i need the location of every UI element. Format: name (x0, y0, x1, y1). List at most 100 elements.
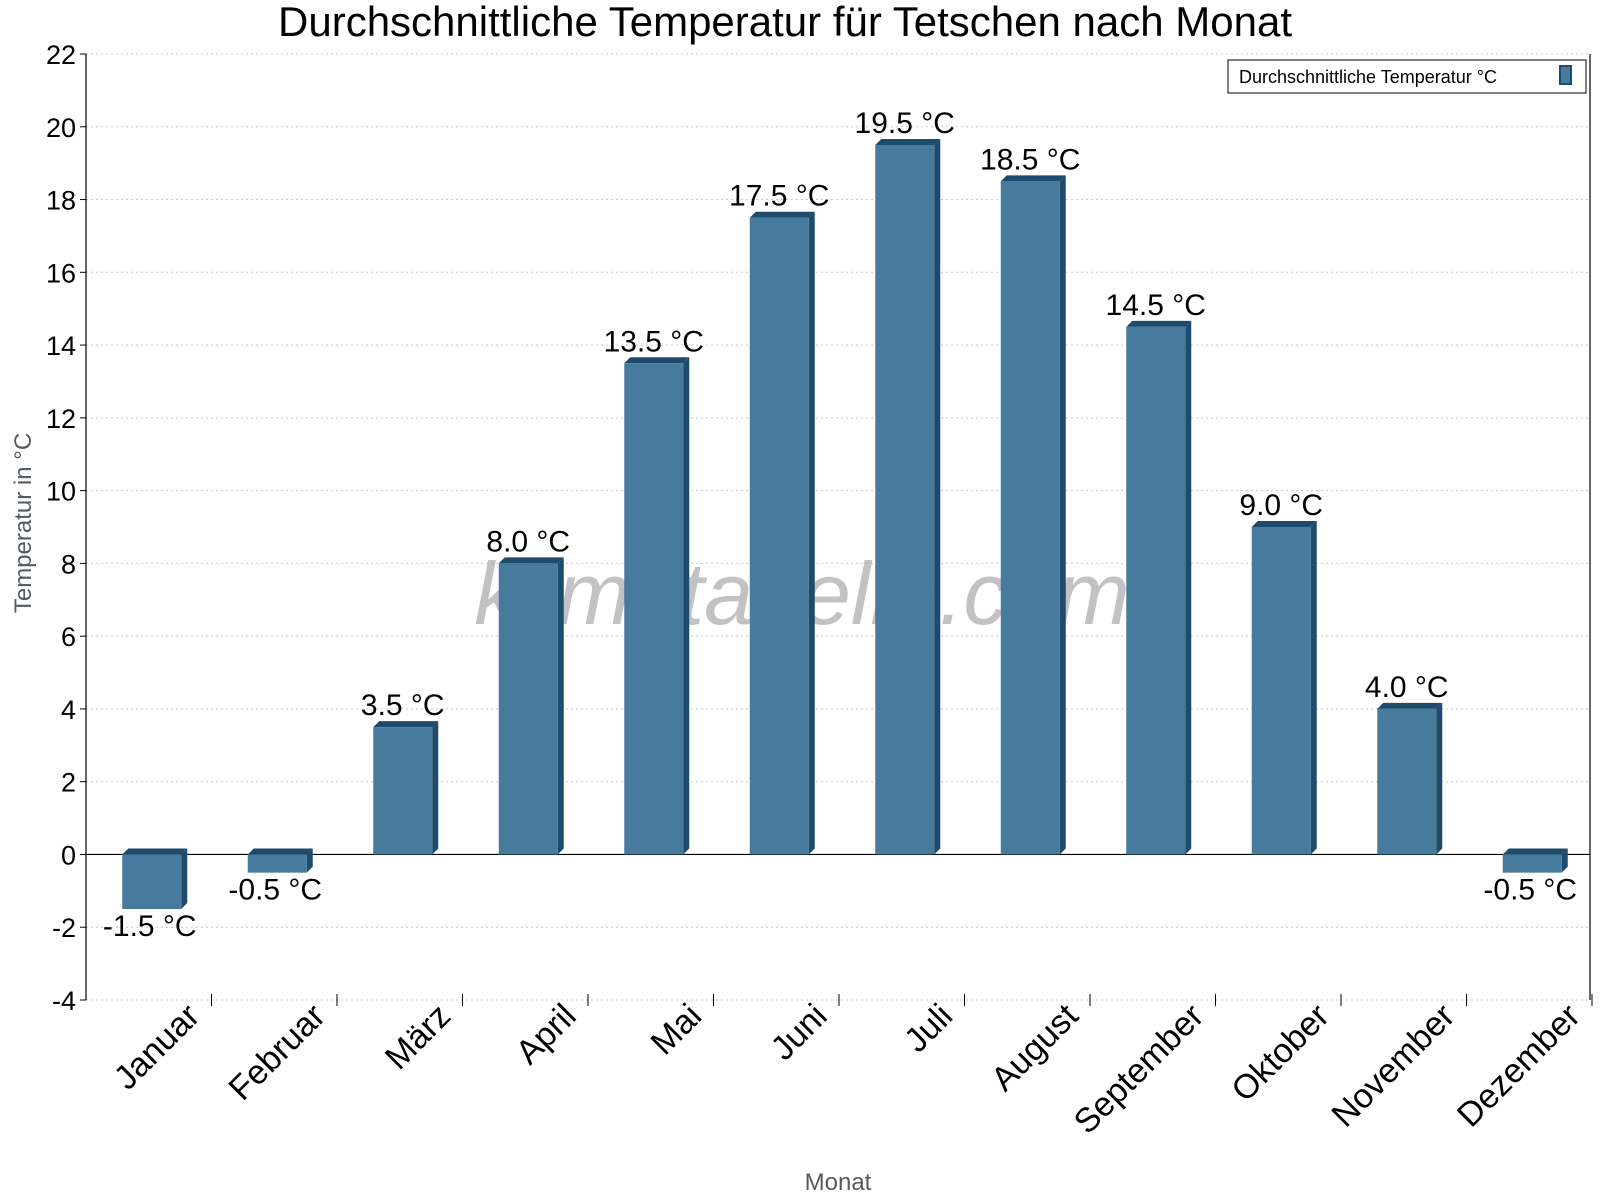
bar (498, 557, 564, 855)
bar-front (624, 363, 684, 855)
bar-top (247, 848, 313, 855)
bar-front (749, 217, 809, 855)
bar-top (1377, 702, 1443, 709)
bar-top (1502, 848, 1568, 855)
bar-front (373, 727, 433, 855)
y-tick-label: 2 (61, 768, 76, 798)
y-axis-ticks: -4 -2 0 2 4 6 8 10 12 14 16 18 20 22 (46, 40, 86, 1016)
bar-side (934, 138, 941, 855)
bar-front (1251, 527, 1311, 855)
bar-side (1310, 521, 1317, 855)
y-tick-label: 12 (46, 404, 76, 434)
bar (875, 138, 941, 855)
data-label: 19.5 °C (855, 107, 955, 140)
y-tick-label: 16 (46, 258, 76, 288)
y-tick-label: 20 (46, 113, 76, 143)
legend-box (1227, 59, 1587, 94)
y-tick-label: 14 (46, 331, 76, 361)
bar-front (1126, 326, 1186, 855)
bar (1377, 702, 1443, 855)
x-tick-label: September (1067, 997, 1211, 1141)
y-tick-label: 0 (61, 840, 76, 870)
y-tick-label: -4 (52, 986, 76, 1016)
bar-top (749, 211, 815, 218)
bar-top (624, 357, 690, 364)
x-tick-label: März (378, 997, 458, 1077)
chart-title: Durchschnittliche Temperatur für Tetsche… (278, 0, 1292, 45)
bar (1502, 848, 1568, 873)
data-label: 3.5 °C (361, 689, 445, 722)
x-axis-ticks: Januar Februar März April Mai Juni Juli AugustS… (107, 994, 1593, 1141)
x-tick-label: Mai (644, 997, 710, 1063)
data-label: 9.0 °C (1239, 489, 1323, 522)
x-tick-label: Juli (897, 997, 960, 1060)
x-tick-label: Oktober (1224, 997, 1336, 1109)
y-tick-label: 22 (46, 40, 76, 70)
bar-side (1185, 320, 1192, 855)
bar-top (122, 848, 188, 855)
data-label: -1.5 °C (103, 910, 197, 943)
bar-side (432, 721, 439, 855)
y-tick-label: 8 (61, 549, 76, 579)
bar-side (683, 357, 690, 855)
bar-front (875, 144, 935, 855)
bar-front (1377, 708, 1437, 855)
bar-front (1502, 854, 1562, 873)
bar (749, 211, 815, 855)
data-label: 18.5 °C (980, 143, 1080, 176)
bar (373, 721, 439, 855)
x-axis-title: Monat (805, 1169, 872, 1196)
bar-side (808, 211, 815, 855)
data-label: -0.5 °C (1483, 874, 1577, 907)
y-tick-label: 4 (61, 695, 76, 725)
x-tick-label: August (984, 996, 1086, 1098)
legend-swatch (1559, 65, 1572, 85)
bar-front (498, 563, 558, 855)
x-tick-label: April (509, 997, 584, 1072)
grid-lines (86, 53, 1590, 1001)
legend: Durchschnittliche Temperatur °C (1227, 59, 1587, 94)
y-tick-label: 6 (61, 622, 76, 652)
bar-side (306, 848, 313, 873)
x-tick-label: Februar (222, 997, 333, 1108)
x-tick-label: November (1324, 997, 1462, 1135)
bar (247, 848, 313, 873)
data-label: 17.5 °C (729, 180, 829, 213)
x-tick-label: Juni (764, 997, 835, 1068)
data-label: -0.5 °C (228, 874, 322, 907)
bars (122, 138, 1568, 910)
data-label: 8.0 °C (486, 525, 570, 558)
bar-front (247, 854, 307, 873)
bar-front (1000, 181, 1060, 855)
bar-side (1436, 702, 1443, 855)
y-tick-label: 18 (46, 186, 76, 216)
bar-top (1251, 521, 1317, 527)
data-labels: -1.5 °C -0.5 °C 3.5 °C 8.0 °C 13.5 °C 17.5 °C… (103, 107, 1577, 943)
bar-top (373, 721, 439, 728)
data-label: 13.5 °C (604, 325, 704, 358)
bar (122, 848, 188, 910)
bar-front (122, 854, 182, 910)
y-tick-label: -2 (52, 913, 76, 943)
bar-top (1000, 175, 1066, 182)
bar (1251, 521, 1317, 855)
y-axis-title: Temperatur in °C (10, 433, 37, 613)
legend-label: Durchschnittliche Temperatur °C (1239, 67, 1497, 87)
data-label: 14.5 °C (1106, 289, 1206, 322)
data-label: 4.0 °C (1365, 671, 1449, 704)
bar (624, 357, 690, 855)
x-tick-label: Januar (107, 997, 207, 1097)
bar-side (557, 557, 564, 855)
bar-top (875, 138, 941, 145)
x-tick-label: Dezember (1450, 997, 1588, 1135)
bar-top (498, 557, 564, 564)
y-tick-label: 10 (46, 477, 76, 507)
axes (85, 54, 1591, 1000)
bar (1126, 320, 1192, 855)
bar-side (181, 848, 188, 910)
bar-top (1126, 320, 1192, 327)
bar (1000, 175, 1066, 855)
bar-side (1059, 175, 1066, 855)
bar-side (1561, 848, 1568, 873)
